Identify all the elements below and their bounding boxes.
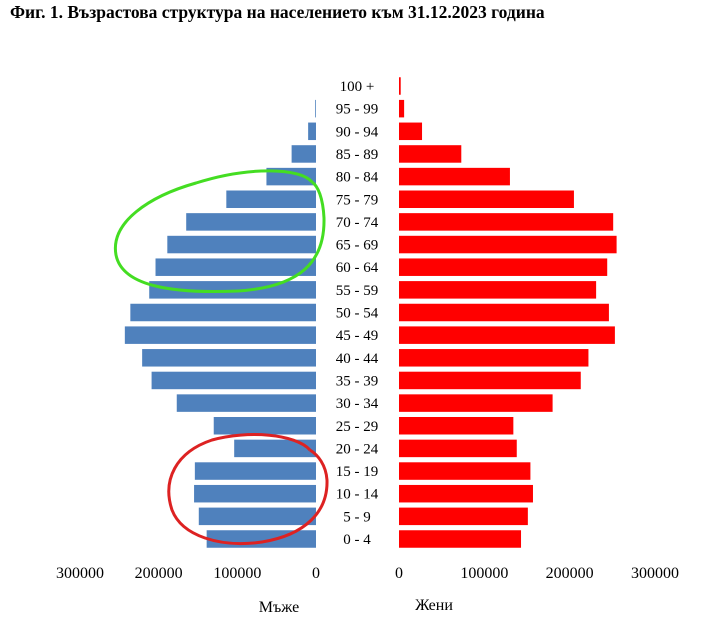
age-group-label: 65 - 69 [336,238,379,254]
male-bar [167,235,316,254]
age-group-label: 25 - 29 [336,419,379,435]
male-bar [206,530,316,548]
male-bar [142,349,316,367]
chart-title: Фиг. 1. Възрастова структура на населени… [10,2,545,22]
male-bar [194,484,316,503]
male-bar [151,371,316,390]
age-group-label: 70 - 74 [336,215,379,231]
male-axis-ticks: 300000 200000 100000 0 [56,565,320,582]
female-bar [399,484,533,503]
age-group-label: 60 - 64 [336,260,379,276]
male-axis-tick-label: 200000 [135,565,183,582]
female-bar [399,167,510,186]
male-bar [315,99,316,118]
female-axis-tick-label: 0 [395,565,403,582]
age-group-label: 85 - 89 [336,147,379,163]
female-bar [399,394,553,412]
age-group-label: 95 - 99 [336,102,379,118]
age-group-label: 80 - 84 [336,170,379,186]
age-group-label: 15 - 19 [336,464,379,480]
female-axis-tick-label: 300000 [631,565,679,582]
male-bar [176,394,316,412]
female-bar [399,213,614,231]
age-group-label: 55 - 59 [336,283,379,299]
male-axis-tick-label: 100000 [213,565,261,582]
male-bar [308,122,316,141]
age-group-label: 20 - 24 [336,441,379,457]
female-bar [399,281,597,299]
age-group-label: 90 - 94 [336,124,379,140]
age-group-label: 35 - 39 [336,373,379,389]
green-highlight-ellipse [113,169,326,293]
male-bar [234,439,316,458]
age-group-label: 5 - 9 [343,509,371,525]
male-bar [226,190,316,208]
female-bar [399,77,401,95]
female-bar [399,326,615,344]
age-group-label: 10 - 14 [336,487,379,503]
female-bar [399,190,574,208]
red-highlight-ellipse [167,433,329,546]
female-bar [399,349,589,367]
female-bar [399,462,531,480]
female-bar [399,530,522,548]
female-bar [399,371,581,390]
female-bar [399,417,514,435]
male-bar [213,417,316,435]
female-bar [399,122,423,141]
male-axis-tick-label: 300000 [56,565,104,582]
male-bar [186,213,316,231]
female-axis-tick-label: 100000 [460,565,508,582]
male-bar [291,145,316,163]
female-axis-tick-label: 200000 [546,565,594,582]
age-group-label: 50 - 54 [336,306,379,322]
age-group-label: 0 - 4 [343,532,371,548]
age-group-label: 100 + [340,79,375,95]
female-bar [399,439,517,458]
male-axis-label: Мъже [259,599,299,616]
male-bar [130,303,316,322]
female-bar [399,258,608,276]
female-bar [399,303,609,322]
age-group-label: 40 - 44 [336,351,379,367]
male-bar [198,507,316,526]
age-group-labels: 0 - 4 5 - 9 10 - 14 15 - 19 20 - 24 25 - 29 30… [336,79,379,548]
age-group-label: 45 - 49 [336,328,379,344]
male-bars [124,99,316,548]
age-group-label: 75 - 79 [336,192,379,208]
age-group-label: 30 - 34 [336,396,379,412]
female-bar [399,235,617,254]
female-axis-label: Жени [415,597,453,614]
male-bar [155,258,316,276]
female-bar [399,99,405,118]
female-bars [399,77,617,548]
female-bar [399,507,528,526]
male-axis-tick-label: 0 [312,565,320,582]
female-bar [399,145,462,163]
female-axis-ticks: 0 100000 200000 300000 [395,565,679,582]
male-bar [194,462,316,480]
male-bar [124,326,316,344]
